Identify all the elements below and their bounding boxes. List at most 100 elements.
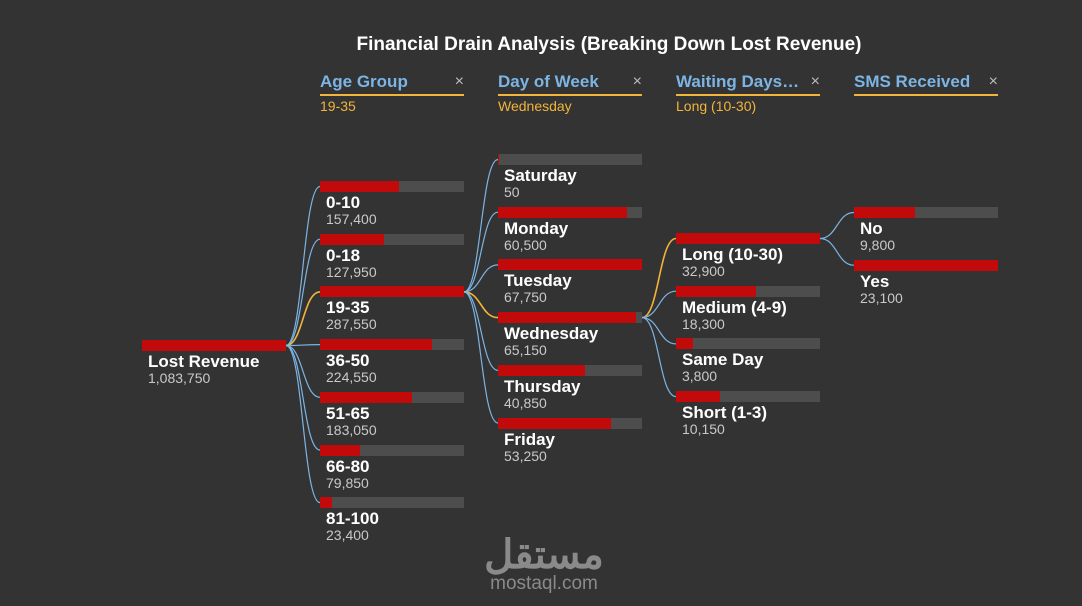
- bar-fill: [676, 285, 757, 297]
- node-label: Wednesday: [504, 324, 599, 344]
- connector-line: [285, 344, 321, 504]
- tree-node-medium-4-9[interactable]: Medium (4-9) 18,300: [676, 285, 820, 334]
- node-label: Monday: [504, 218, 569, 238]
- bar-track: [676, 338, 820, 350]
- tree-node-66-80[interactable]: 66-80 79,850: [320, 444, 464, 493]
- bar-fill: [676, 391, 721, 403]
- close-icon[interactable]: ×: [632, 73, 642, 90]
- bar-fill: [854, 207, 916, 218]
- connector-line: [285, 344, 321, 398]
- tree-node-long-10-30[interactable]: Long (10-30) 32,900: [676, 233, 820, 281]
- bar-fill: [498, 259, 642, 271]
- bar-track: [676, 391, 820, 403]
- connector-line: [819, 211, 855, 240]
- tree-node-0-18[interactable]: 0-18 127,950: [320, 233, 464, 282]
- level-header-day-of-week[interactable]: Day of Week × Wednesday: [498, 72, 642, 114]
- node-label: No: [860, 219, 883, 238]
- tree-node-36-50[interactable]: 36-50 224,550: [320, 339, 464, 387]
- node-value: 60,500: [504, 236, 547, 253]
- connector-line: [819, 237, 855, 266]
- tree-node-short-1-3[interactable]: Short (1-3) 10,150: [676, 391, 820, 439]
- node-label: 66-80: [326, 456, 370, 476]
- close-icon[interactable]: ×: [810, 73, 820, 90]
- bar-track: [320, 391, 464, 403]
- node-label: 51-65: [326, 403, 370, 423]
- node-label: 0-18: [326, 245, 361, 265]
- node-value: 79,850: [326, 474, 369, 491]
- bar-track: [498, 364, 642, 376]
- bar-track: [676, 285, 820, 297]
- tree-node-81-100[interactable]: 81-100 23,400: [320, 497, 464, 545]
- bar-fill: [320, 497, 332, 509]
- watermark: مستقل mostaql.com: [476, 533, 612, 594]
- node-value: 18,300: [682, 315, 725, 332]
- connector-line: [285, 238, 321, 347]
- node-value: 9,800: [860, 237, 896, 253]
- tree-node-monday[interactable]: Monday 60,500: [498, 206, 642, 255]
- node-label: Thursday: [504, 376, 581, 396]
- level-header-selection: Wednesday: [498, 98, 572, 114]
- bar-fill: [854, 259, 998, 271]
- watermark-site: mostaql.com: [490, 573, 598, 594]
- connector-line: [285, 185, 321, 347]
- bar-fill: [320, 233, 385, 245]
- node-label: Friday: [504, 429, 556, 449]
- bar-track: [854, 207, 998, 218]
- node-label: 81-100: [326, 509, 379, 529]
- bar-track: [498, 206, 642, 218]
- header-underline: [498, 94, 642, 96]
- node-value: 224,550: [326, 369, 377, 386]
- bar-track: [676, 233, 820, 244]
- level-header-waiting-days[interactable]: Waiting Days… × Long (10-30): [676, 72, 820, 114]
- tree-node-no[interactable]: No 9,800: [854, 207, 998, 255]
- bar-track: [320, 181, 464, 192]
- tree-node-saturday[interactable]: Saturday 50: [498, 154, 642, 202]
- node-label: Lost Revenue: [148, 352, 260, 371]
- bar-fill: [676, 338, 693, 350]
- tree-node-yes[interactable]: Yes 23,100: [854, 259, 998, 308]
- bar-fill: [142, 340, 286, 351]
- tree-node-thursday[interactable]: Thursday 40,850: [498, 364, 642, 413]
- bar-fill: [320, 286, 464, 298]
- tree-node-same-day[interactable]: Same Day 3,800: [676, 338, 820, 386]
- node-value: 23,100: [860, 289, 903, 306]
- tree-node-lost-revenue[interactable]: Lost Revenue 1,083,750: [142, 340, 286, 388]
- node-value: 157,400: [326, 211, 377, 227]
- connector-line: [641, 317, 677, 345]
- bar-fill: [498, 417, 612, 429]
- level-header-age-group[interactable]: Age Group × 19-35: [320, 72, 464, 114]
- header-underline: [320, 94, 464, 96]
- node-value: 32,900: [682, 263, 725, 279]
- header-underline: [854, 94, 998, 96]
- tree-node-0-10[interactable]: 0-10 157,400: [320, 181, 464, 229]
- tree-node-51-65[interactable]: 51-65 183,050: [320, 391, 464, 440]
- selected-connector-line: [641, 237, 677, 319]
- node-value: 50: [504, 184, 520, 200]
- node-label: Long (10-30): [682, 245, 784, 264]
- node-label: Tuesday: [504, 271, 572, 291]
- bar-track: [320, 286, 464, 298]
- close-icon[interactable]: ×: [988, 73, 998, 90]
- tree-node-wednesday[interactable]: Wednesday 65,150: [498, 312, 642, 360]
- bar-fill: [498, 312, 637, 324]
- close-icon[interactable]: ×: [454, 73, 464, 90]
- bar-track: [854, 259, 998, 271]
- bar-track: [498, 312, 642, 324]
- bar-track: [498, 417, 642, 429]
- node-label: 36-50: [326, 351, 370, 371]
- level-header-sms-received[interactable]: SMS Received ×: [854, 72, 998, 112]
- node-value: 67,750: [504, 289, 547, 306]
- level-header-selection: Long (10-30): [676, 98, 757, 114]
- tree-node-19-35[interactable]: 19-35 287,550: [320, 286, 464, 334]
- connector-line: [641, 290, 677, 319]
- node-label: 0-10: [326, 193, 361, 212]
- node-label: Same Day: [682, 350, 764, 370]
- tree-node-friday[interactable]: Friday 53,250: [498, 417, 642, 466]
- bar-fill: [498, 206, 627, 218]
- level-header-selection: 19-35: [320, 98, 356, 114]
- watermark-logo: مستقل: [484, 533, 604, 577]
- node-value: 287,550: [326, 316, 377, 333]
- tree-node-tuesday[interactable]: Tuesday 67,750: [498, 259, 642, 307]
- bar-track: [142, 340, 286, 351]
